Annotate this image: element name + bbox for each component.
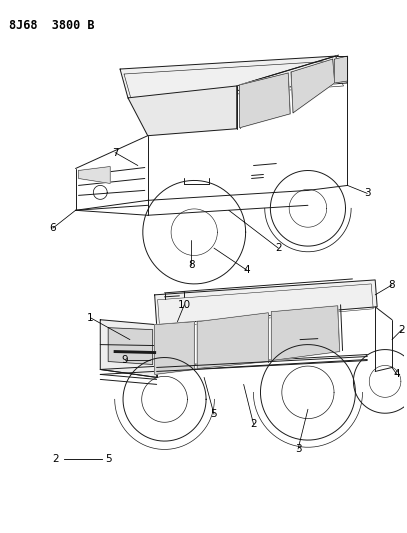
Text: 5: 5 <box>211 409 217 419</box>
Text: 3: 3 <box>364 188 371 198</box>
Text: 5: 5 <box>105 454 112 464</box>
Polygon shape <box>155 322 194 375</box>
Polygon shape <box>335 56 348 83</box>
Text: 2: 2 <box>53 454 59 464</box>
Polygon shape <box>128 86 237 136</box>
Text: 2: 2 <box>275 243 282 253</box>
Text: 8: 8 <box>188 260 195 270</box>
Polygon shape <box>100 320 157 377</box>
Polygon shape <box>240 73 290 128</box>
Text: 4: 4 <box>243 265 250 275</box>
Text: 6: 6 <box>50 223 56 233</box>
Polygon shape <box>120 56 348 98</box>
Text: 8J68  3800 B: 8J68 3800 B <box>9 19 95 33</box>
Polygon shape <box>108 328 153 365</box>
Text: 8: 8 <box>389 280 395 290</box>
Polygon shape <box>155 280 377 325</box>
Polygon shape <box>271 306 339 360</box>
Text: 10: 10 <box>178 300 191 310</box>
Text: 4: 4 <box>394 369 400 379</box>
Text: 9: 9 <box>122 354 128 365</box>
Polygon shape <box>79 166 110 183</box>
Polygon shape <box>197 313 268 368</box>
Text: 3: 3 <box>295 444 301 454</box>
Polygon shape <box>291 59 335 113</box>
Text: 2: 2 <box>250 419 257 429</box>
Text: 2: 2 <box>398 325 405 335</box>
Text: 7: 7 <box>112 148 118 158</box>
Text: 1: 1 <box>87 313 94 323</box>
